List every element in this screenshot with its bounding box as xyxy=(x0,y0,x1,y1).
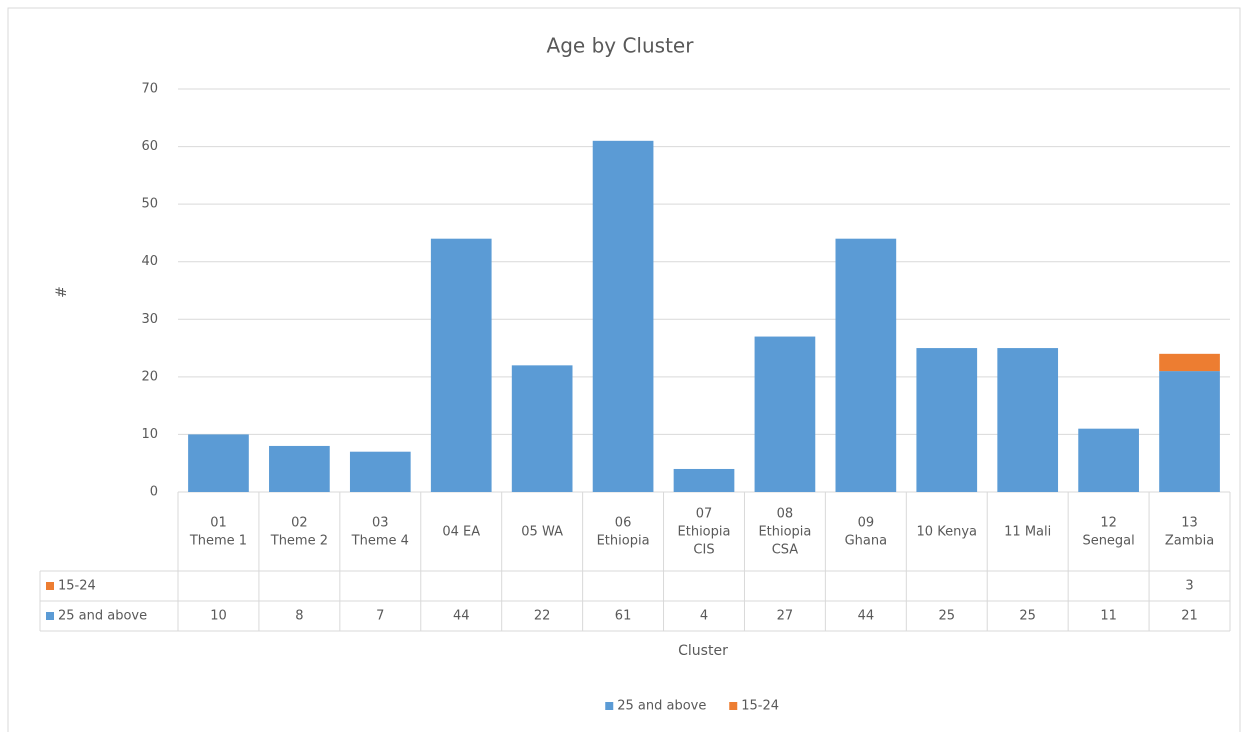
bar xyxy=(269,445,330,492)
x-tick-label: 11 Mali xyxy=(1004,524,1051,539)
y-tick-label: 30 xyxy=(141,312,158,327)
x-tick-label: 12 Senegal xyxy=(1082,515,1134,548)
table-value: 22 xyxy=(534,609,551,624)
x-tick-label: 10 Kenya xyxy=(917,524,977,539)
table-value: 7 xyxy=(376,609,384,624)
x-tick-label: 05 WA xyxy=(521,524,563,539)
table-series-name: 15-24 xyxy=(58,579,96,594)
bar xyxy=(430,238,492,492)
x-axis-title: Cluster xyxy=(678,643,728,659)
bar xyxy=(1078,428,1139,492)
bar xyxy=(592,140,654,493)
y-tick-label: 50 xyxy=(141,197,158,212)
y-tick-label: 20 xyxy=(141,369,158,384)
chart-title: Age by Cluster xyxy=(547,34,695,58)
legend-label: 15-24 xyxy=(741,699,779,714)
y-tick-label: 10 xyxy=(141,427,158,442)
table-legend-key xyxy=(46,612,54,620)
table-value: 44 xyxy=(453,609,470,624)
legend-label: 25 and above xyxy=(617,699,706,714)
legend-key xyxy=(729,702,738,710)
table-value: 4 xyxy=(700,609,708,624)
y-tick-label: 0 xyxy=(150,485,158,500)
table-legend-key xyxy=(46,582,54,590)
x-tick-label: 07 Ethiopia CIS xyxy=(678,506,731,557)
table-value: 8 xyxy=(295,609,303,624)
table-value: 25 xyxy=(1019,609,1036,624)
y-axis-title: # xyxy=(54,286,70,298)
bar xyxy=(1159,371,1220,492)
bar xyxy=(997,348,1059,492)
table-value: 3 xyxy=(1185,579,1193,594)
bar xyxy=(916,348,978,492)
table-value: 27 xyxy=(777,609,794,624)
y-tick-label: 70 xyxy=(141,82,158,97)
table-value: 10 xyxy=(210,609,227,624)
bar xyxy=(511,365,573,492)
table-value: 61 xyxy=(615,609,632,624)
table-value: 25 xyxy=(938,609,955,624)
table-value: 21 xyxy=(1181,609,1198,624)
bar xyxy=(754,336,816,492)
x-tick-label: 03 Theme 4 xyxy=(351,515,409,548)
x-tick-label: 02 Theme 2 xyxy=(270,515,328,548)
table-series-name: 25 and above xyxy=(58,609,147,624)
chart-frame xyxy=(7,7,1241,732)
y-tick-label: 60 xyxy=(141,139,158,154)
x-tick-label: 08 Ethiopia CSA xyxy=(758,506,811,557)
x-tick-label: 06 Ethiopia xyxy=(597,515,650,548)
bar xyxy=(673,468,735,492)
bar xyxy=(188,434,249,492)
bar xyxy=(349,451,411,492)
table-value: 44 xyxy=(858,609,875,624)
y-tick-label: 40 xyxy=(141,254,158,269)
bar xyxy=(835,238,897,492)
legend-key xyxy=(605,702,614,710)
x-tick-label: 09 Ghana xyxy=(845,515,888,548)
x-tick-label: 01 Theme 1 xyxy=(189,515,247,548)
table-value: 11 xyxy=(1100,609,1117,624)
bar xyxy=(1159,353,1220,372)
x-tick-label: 04 EA xyxy=(442,524,480,539)
x-tick-label: 13 Zambia xyxy=(1165,515,1214,548)
